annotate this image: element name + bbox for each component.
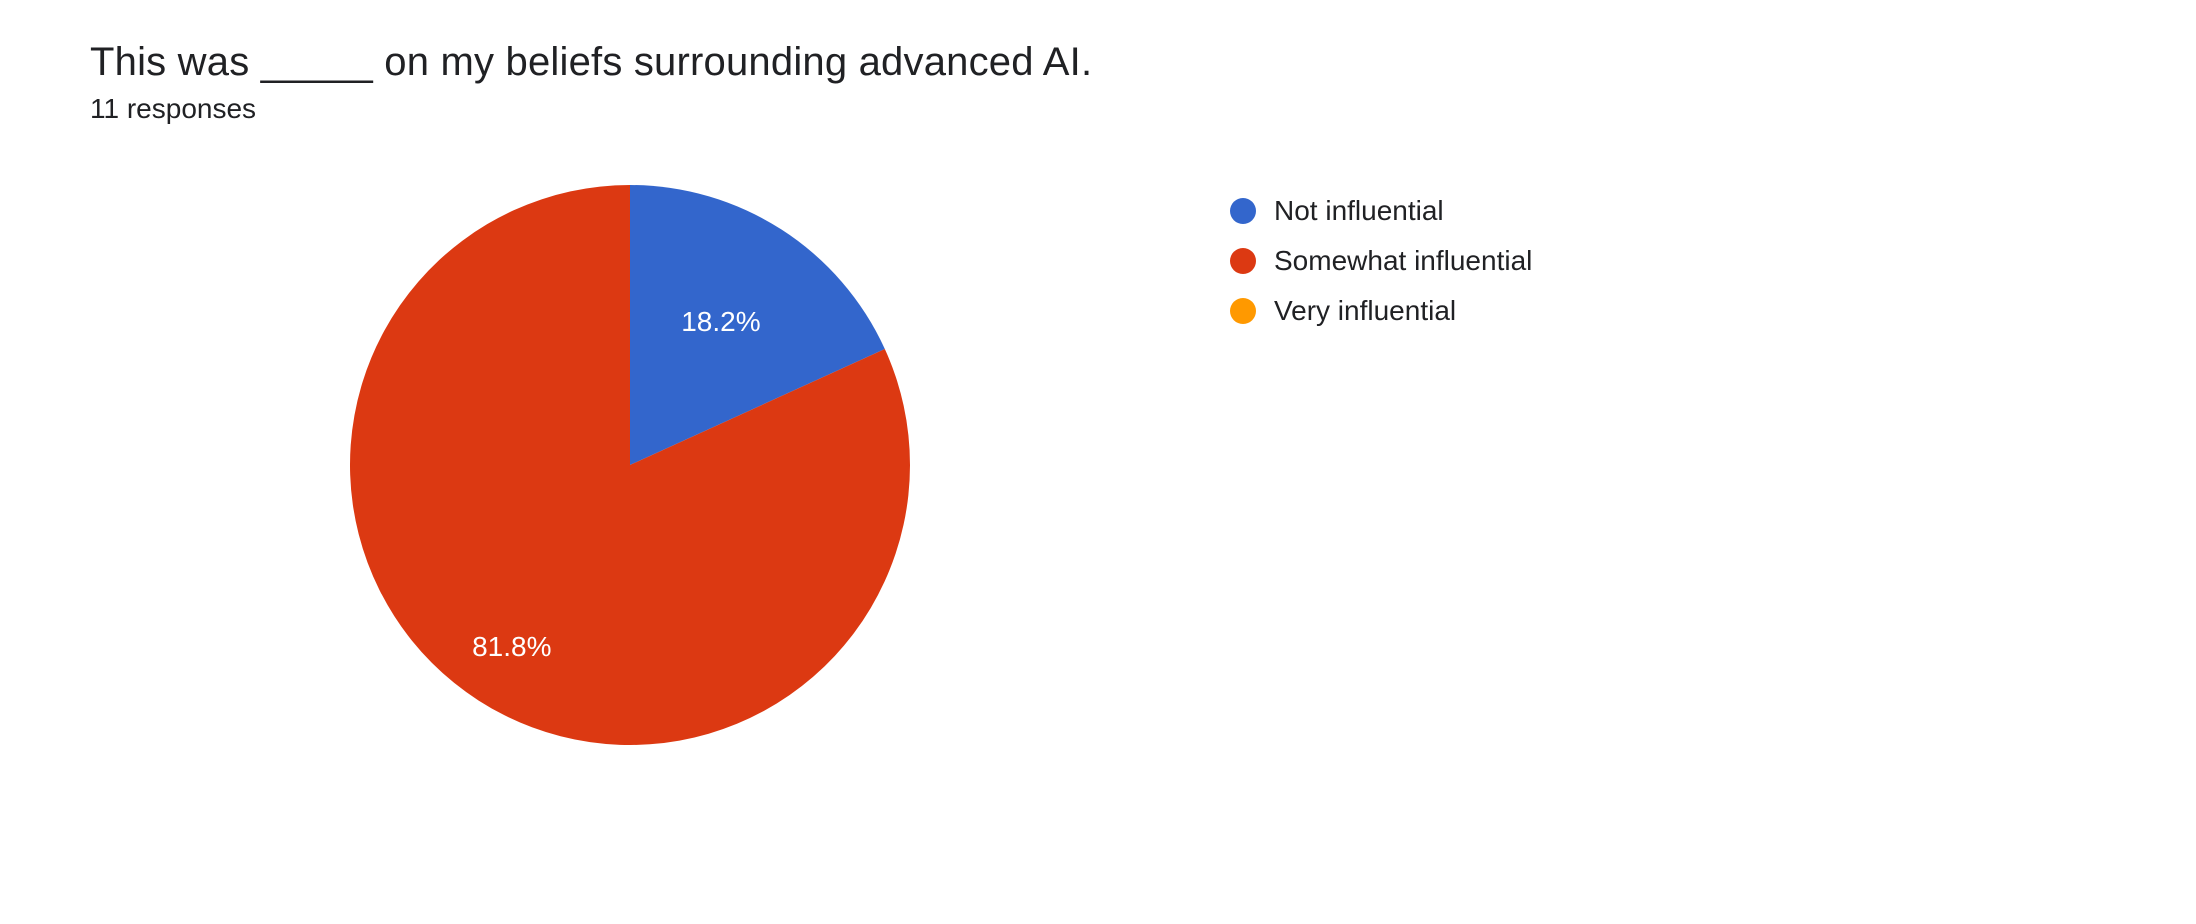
legend-label-somewhat_influential: Somewhat influential [1274,245,1532,277]
pie-slice-label-somewhat_influential: 81.8% [472,631,551,662]
legend: Not influential Somewhat influential Very … [1230,195,1532,345]
legend-swatch-not_influential [1230,198,1256,224]
chart-title: This was _____ on my beliefs surrounding… [90,40,2106,85]
legend-item-very_influential[interactable]: Very influential [1230,295,1532,327]
pie-svg: 18.2% 81.8% [350,185,910,745]
pie-slice-label-not_influential: 18.2% [681,306,760,337]
legend-label-very_influential: Very influential [1274,295,1456,327]
legend-item-not_influential[interactable]: Not influential [1230,195,1532,227]
legend-swatch-very_influential [1230,298,1256,324]
response-count: 11 responses [90,93,2106,125]
chart-page: This was _____ on my beliefs surrounding… [0,0,2196,924]
legend-item-somewhat_influential[interactable]: Somewhat influential [1230,245,1532,277]
chart-row: 18.2% 81.8% Not influential Somewhat influ… [90,185,2106,745]
legend-swatch-somewhat_influential [1230,248,1256,274]
pie-chart: 18.2% 81.8% [350,185,910,745]
legend-label-not_influential: Not influential [1274,195,1444,227]
